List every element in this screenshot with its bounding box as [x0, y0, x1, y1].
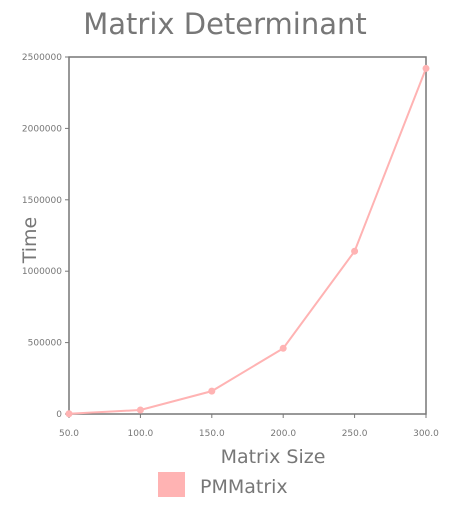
data-point	[65, 410, 73, 418]
chart-title: Matrix Determinant	[83, 7, 367, 41]
y-tick-label: 2000000	[22, 124, 62, 134]
y-tick-label: 1000000	[22, 267, 62, 277]
data-point	[422, 64, 430, 72]
legend-label-pmmatrix: PMMatrix	[200, 476, 288, 498]
data-point	[279, 344, 287, 352]
data-point	[208, 387, 216, 395]
series-line-pmmatrix	[68, 68, 427, 415]
y-tick-label: 1500000	[22, 196, 62, 206]
y-tick-label: 500000	[28, 339, 63, 349]
y-tick-label: 0	[56, 410, 62, 420]
y-axis-ticks: 0 500000 1000000 1500000 2000000 2500000	[22, 53, 69, 420]
y-tick-label: 2500000	[22, 53, 62, 63]
data-point	[136, 406, 144, 414]
x-axis-title: Matrix Size	[221, 446, 326, 468]
legend-swatch-pmmatrix	[158, 472, 185, 497]
x-tick-label: 50.0	[59, 429, 79, 439]
x-tick-label: 300.0	[413, 429, 439, 439]
x-tick-label: 200.0	[270, 429, 296, 439]
legend: PMMatrix	[158, 472, 288, 498]
plot-area-frame	[68, 56, 427, 415]
y-axis-title: Time	[19, 217, 41, 265]
x-tick-label: 150.0	[199, 429, 225, 439]
data-point	[351, 247, 359, 255]
x-tick-label: 100.0	[128, 429, 154, 439]
x-axis-ticks: 50.0 100.0 150.0 200.0 250.0 300.0	[59, 414, 439, 439]
x-tick-label: 250.0	[342, 429, 368, 439]
series-layer	[65, 64, 430, 418]
